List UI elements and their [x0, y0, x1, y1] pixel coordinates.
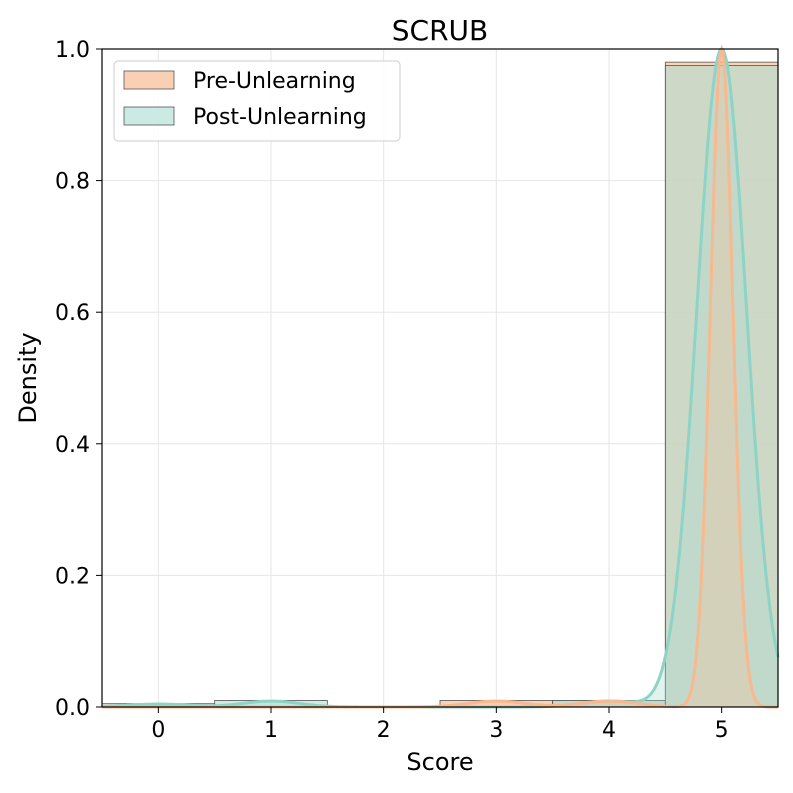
kde-fill-pre: [102, 49, 778, 707]
x-tick-label: 0: [151, 718, 165, 743]
y-tick-label: 0.2: [55, 564, 90, 589]
x-tick-label: 2: [377, 718, 391, 743]
legend-swatch-pre: [123, 70, 175, 90]
chart-title: SCRUB: [392, 14, 488, 47]
axis-ticks: 0 1 2 3 4 5 0.0 0.2 0.4 0.6 0.8 1.0: [55, 38, 729, 743]
legend-box: [113, 60, 401, 142]
legend: Pre-Unlearning Post-Unlearning: [113, 60, 401, 142]
x-tick-label: 1: [264, 718, 278, 743]
y-tick-label: 0.4: [55, 433, 90, 458]
y-tick-label: 0.6: [55, 301, 90, 326]
x-tick-label: 4: [602, 718, 616, 743]
x-axis-label: Score: [406, 748, 473, 776]
y-tick-label: 0.8: [55, 170, 90, 195]
legend-label-pre: Pre-Unlearning: [193, 69, 356, 94]
y-tick-label: 1.0: [55, 38, 90, 63]
y-axis-label: Density: [14, 332, 42, 423]
legend-swatch-post: [123, 106, 175, 126]
bar-post: [664, 65, 779, 708]
x-tick-label: 5: [715, 718, 729, 743]
legend-label-post: Post-Unlearning: [193, 105, 367, 130]
x-tick-label: 3: [489, 718, 503, 743]
y-tick-label: 0.0: [55, 696, 90, 721]
plot-frame: [101, 48, 779, 708]
